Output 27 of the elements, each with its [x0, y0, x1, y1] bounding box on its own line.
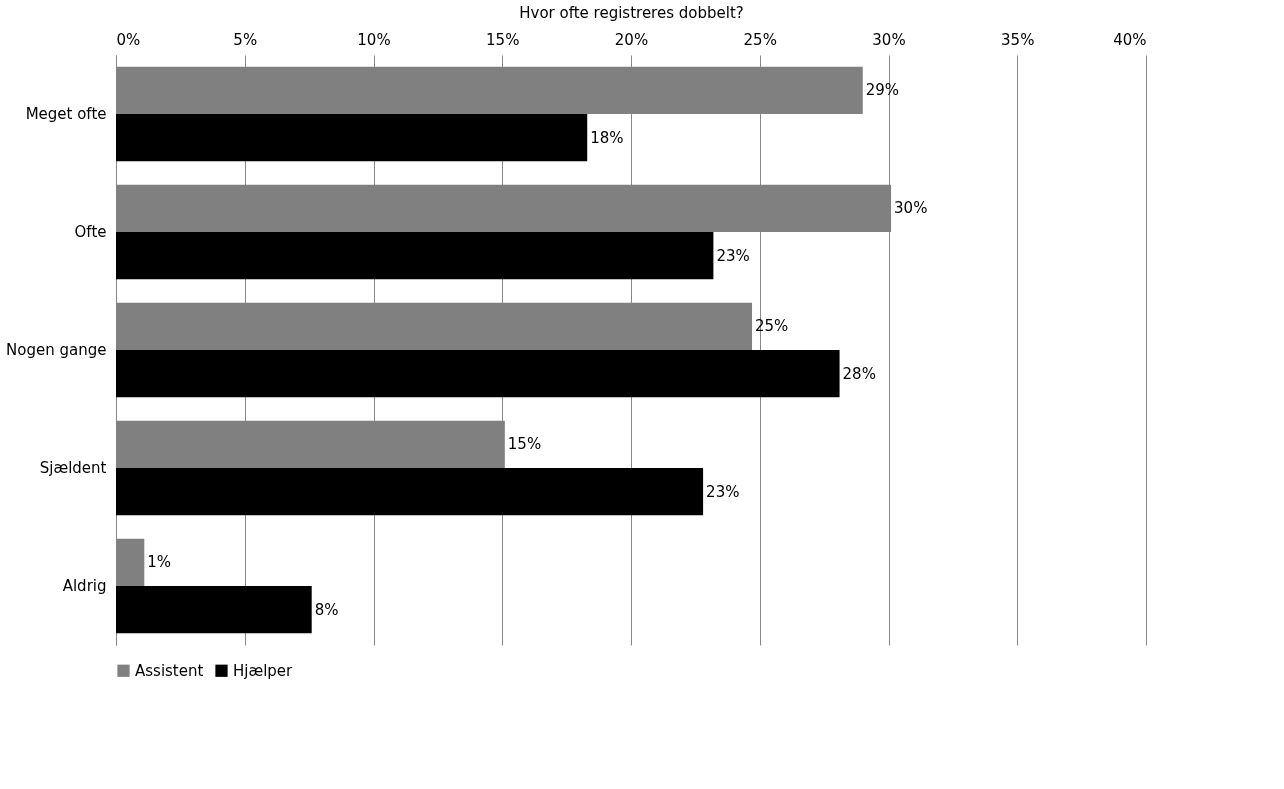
x-tick-label: 25% — [743, 30, 777, 49]
y-tick-label: Nogen gange — [6, 341, 107, 359]
x-tick-label: 15% — [486, 30, 520, 49]
x-tick-label: 20% — [614, 30, 649, 49]
y-tick-label: Ofte — [74, 223, 107, 241]
data-label: 8% — [314, 600, 339, 619]
data-label: 23% — [716, 246, 750, 265]
x-tick-label: 0% — [116, 30, 141, 49]
y-tick-label: Sjældent — [39, 459, 107, 477]
data-label: 28% — [842, 364, 876, 383]
data-label: 23% — [706, 482, 740, 501]
x-tick-label: 35% — [1001, 30, 1035, 49]
data-label: 15% — [507, 435, 542, 454]
x-axis-title: Hvor ofte registreres dobbelt? — [519, 3, 744, 22]
y-tick-label: Meget ofte — [25, 105, 107, 123]
legend-label: Hjælper — [233, 661, 294, 680]
x-tick-label: 40% — [1113, 30, 1147, 49]
data-label: 1% — [147, 553, 172, 572]
data-label: 30% — [894, 199, 928, 218]
y-tick-label: Aldrig — [62, 577, 107, 595]
legend-label: Assistent — [135, 661, 204, 680]
data-label: 18% — [590, 128, 624, 147]
data-label: 29% — [865, 81, 900, 100]
x-tick-label: 10% — [357, 30, 391, 49]
x-tick-label: 30% — [872, 30, 906, 49]
x-tick-label: 5% — [233, 30, 258, 49]
data-label: 25% — [755, 317, 789, 336]
